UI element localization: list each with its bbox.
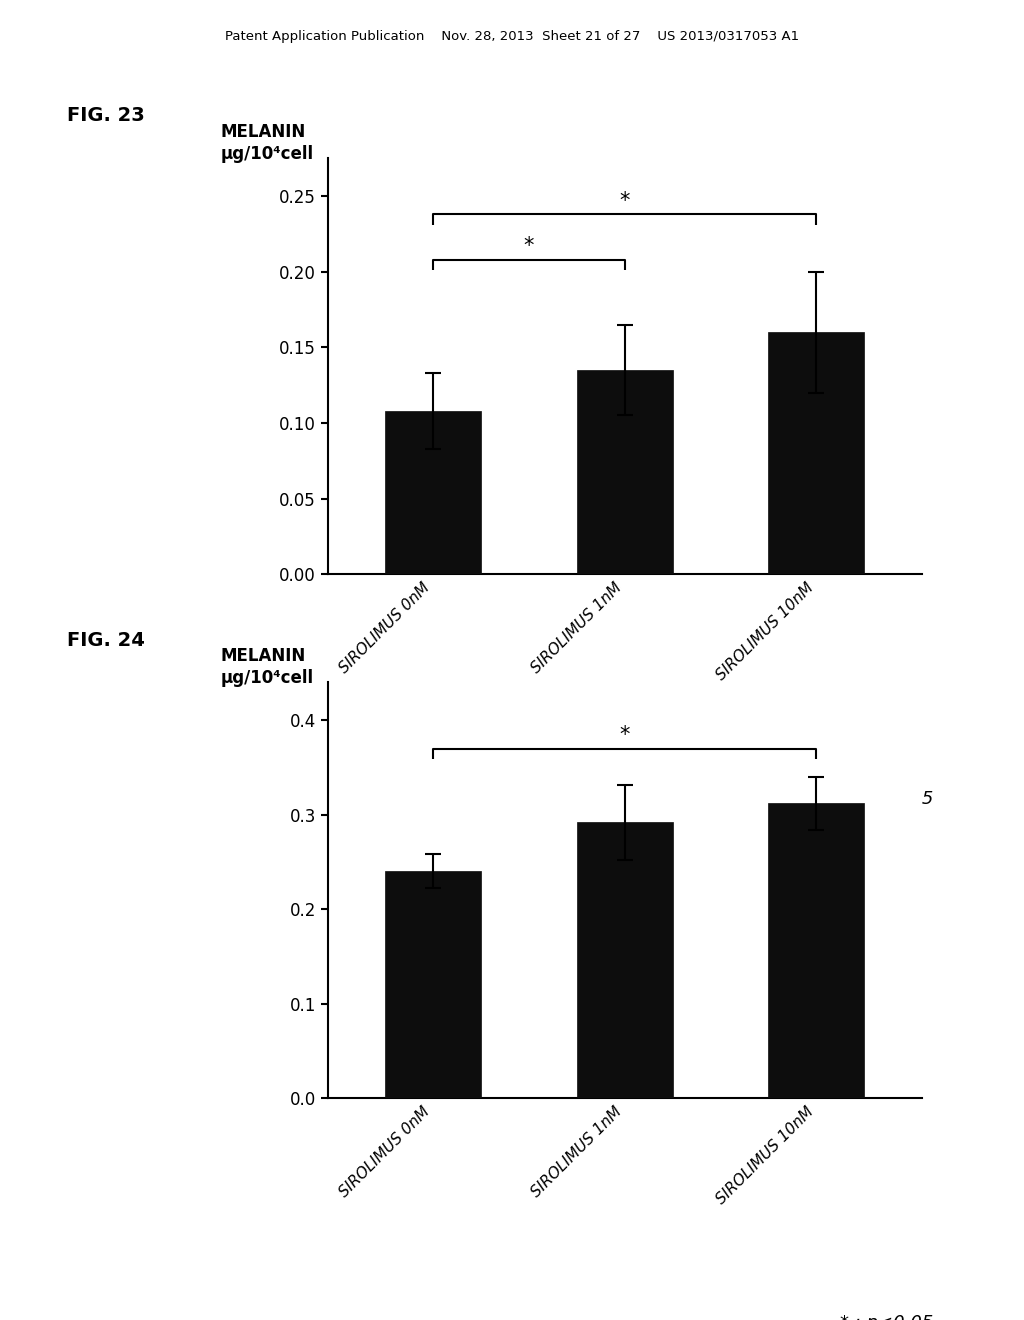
Text: *: *: [620, 725, 630, 746]
Text: FIG. 23: FIG. 23: [67, 106, 144, 124]
Text: μg/10⁴cell: μg/10⁴cell: [220, 669, 313, 688]
Text: *: *: [523, 236, 535, 256]
Bar: [577, 822, 673, 1098]
Bar: [385, 871, 481, 1098]
Text: *: *: [620, 191, 630, 211]
Text: Patent Application Publication    Nov. 28, 2013  Sheet 21 of 27    US 2013/03170: Patent Application Publication Nov. 28, …: [225, 30, 799, 44]
Bar: [768, 804, 864, 1098]
Text: * : p<0.05: * : p<0.05: [840, 791, 934, 808]
Text: * : p<0.05: * : p<0.05: [840, 1315, 934, 1320]
Text: MELANIN: MELANIN: [220, 123, 305, 141]
Bar: [577, 370, 673, 574]
Bar: [385, 411, 481, 574]
Text: MELANIN: MELANIN: [220, 647, 305, 665]
Text: μg/10⁴cell: μg/10⁴cell: [220, 145, 313, 164]
Text: FIG. 24: FIG. 24: [67, 631, 144, 649]
Bar: [768, 333, 864, 574]
